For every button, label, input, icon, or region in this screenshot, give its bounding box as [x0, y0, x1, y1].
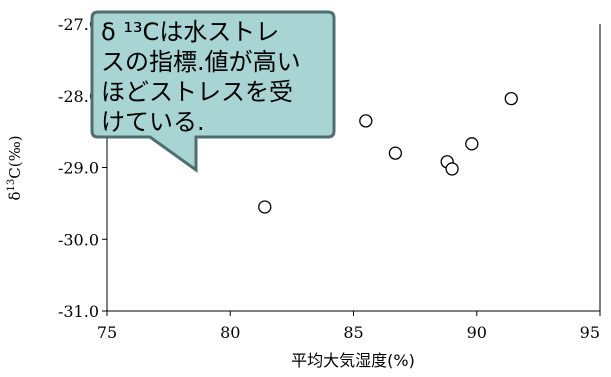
x-tick-label: 75: [97, 323, 117, 342]
y-axis-label: δ13C(‰): [6, 135, 24, 200]
data-point-1: [258, 200, 272, 214]
callout-line-2: スの指標.値が高い: [101, 48, 301, 76]
x-axis-label: 平均大気湿度(%): [291, 351, 415, 370]
x-ticks: 75 80 85 90 95: [97, 311, 601, 342]
data-points: [258, 91, 518, 214]
data-point-2: [359, 114, 373, 128]
callout-bubble: [90, 10, 336, 173]
callout-line-1: δ ¹³Cは水ストレ: [101, 18, 279, 46]
x-tick-label: 90: [467, 323, 487, 342]
data-point-7: [504, 91, 518, 106]
x-tick-label: 95: [580, 323, 600, 342]
data-point-5: [445, 162, 459, 176]
y-tick-label: -31.0: [58, 302, 99, 321]
data-point-3: [388, 146, 403, 160]
callout-line-3: ほどストレスを受: [101, 78, 293, 106]
x-tick-label: 80: [220, 323, 240, 342]
x-tick-label: 85: [343, 323, 363, 342]
y-tick-label: -28.0: [58, 87, 99, 106]
y-tick-label: -27.0: [58, 15, 99, 34]
callout-line-4: けている.: [101, 108, 205, 136]
data-point-6: [465, 137, 479, 151]
callout: δ ¹³Cは水ストレ スの指標.値が高い ほどストレスを受 けている.: [90, 10, 336, 173]
y-tick-label: -29.0: [58, 159, 99, 178]
y-tick-label: -30.0: [58, 230, 99, 249]
y-ticks: -27.0 -28.0 -29.0 -30.0 -31.0: [58, 15, 107, 321]
